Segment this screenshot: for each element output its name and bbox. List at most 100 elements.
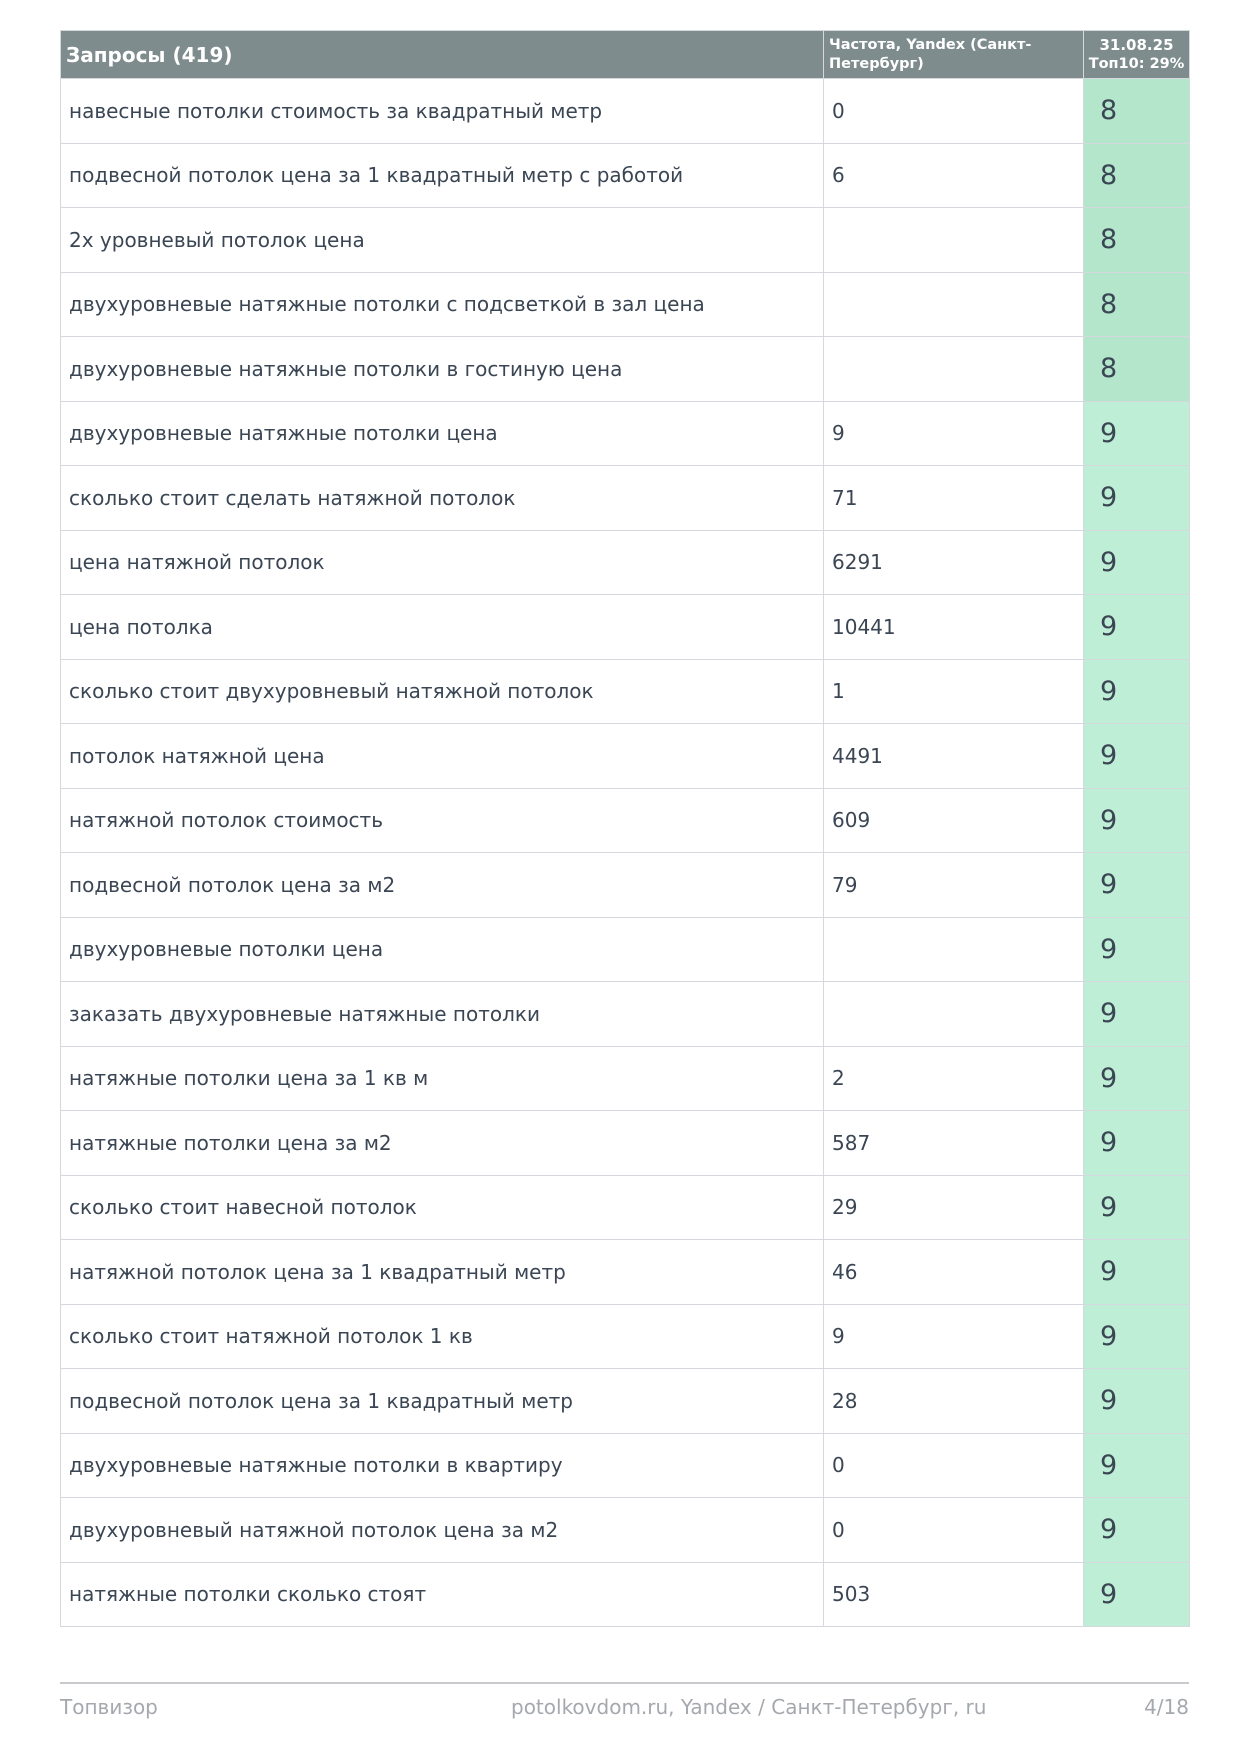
- position-cell: 8: [1083, 78, 1190, 144]
- table-row: натяжной потолок цена за 1 квадратный ме…: [60, 1239, 1190, 1305]
- position-cell: 9: [1083, 594, 1190, 660]
- query-cell: двухуровневые натяжные потолки цена: [60, 400, 824, 466]
- table-row: двухуровневые натяжные потолки с подсвет…: [60, 271, 1190, 337]
- table-row: подвесной потолок цена за 1 квадратный м…: [60, 1368, 1190, 1434]
- position-cell: 9: [1083, 1368, 1190, 1434]
- frequency-cell: 46: [823, 1239, 1084, 1305]
- query-cell: сколько стоит двухуровневый натяжной пот…: [60, 658, 824, 724]
- query-cell: цена потолка: [60, 594, 824, 660]
- position-cell: 9: [1083, 1303, 1190, 1369]
- query-cell: двухуровневые натяжные потолки в гостину…: [60, 336, 824, 402]
- table-row: двухуровневые натяжные потолки цена 9 9: [60, 400, 1190, 466]
- query-cell: двухуровневый натяжной потолок цена за м…: [60, 1497, 824, 1563]
- position-cell: 9: [1083, 529, 1190, 595]
- queries-column-header: Запросы (419): [60, 30, 824, 79]
- frequency-cell: 2: [823, 1045, 1084, 1111]
- query-cell: навесные потолки стоимость за квадратный…: [60, 78, 824, 144]
- table-row: двухуровневые натяжные потолки в квартир…: [60, 1432, 1190, 1498]
- table-row: сколько стоит двухуровневый натяжной пот…: [60, 658, 1190, 724]
- frequency-cell: 609: [823, 787, 1084, 853]
- position-cell: 9: [1083, 852, 1190, 918]
- frequency-cell: 587: [823, 1110, 1084, 1176]
- table-row: навесные потолки стоимость за квадратный…: [60, 78, 1190, 144]
- frequency-column-header: Частота, Yandex (Санкт-Петербург): [823, 30, 1084, 79]
- position-cell: 9: [1083, 916, 1190, 982]
- frequency-cell: 71: [823, 465, 1084, 531]
- position-cell: 9: [1083, 658, 1190, 724]
- query-cell: двухуровневые натяжные потолки с подсвет…: [60, 271, 824, 337]
- footer-project: potolkovdom.ru, Yandex / Санкт-Петербург…: [511, 1695, 987, 1719]
- query-cell: натяжные потолки цена за 1 кв м: [60, 1045, 824, 1111]
- position-cell: 8: [1083, 142, 1190, 208]
- table-row: заказать двухуровневые натяжные потолки 9: [60, 981, 1190, 1047]
- frequency-cell: 0: [823, 1432, 1084, 1498]
- frequency-cell: 0: [823, 78, 1084, 144]
- date-label: 31.08.25: [1099, 35, 1174, 54]
- table-row: сколько стоит навесной потолок 29 9: [60, 1174, 1190, 1240]
- query-cell: двухуровневые натяжные потолки в квартир…: [60, 1432, 824, 1498]
- frequency-cell: 28: [823, 1368, 1084, 1434]
- frequency-cell: 6: [823, 142, 1084, 208]
- top10-label: Топ10: 29%: [1088, 55, 1185, 72]
- query-cell: сколько стоит натяжной потолок 1 кв: [60, 1303, 824, 1369]
- position-cell: 9: [1083, 1561, 1190, 1627]
- table-row: натяжной потолок стоимость 609 9: [60, 787, 1190, 853]
- table-row: цена натяжной потолок 6291 9: [60, 529, 1190, 595]
- date-column-header: 31.08.25 Топ10: 29%: [1083, 30, 1190, 79]
- table-row: подвесной потолок цена за 1 квадратный м…: [60, 142, 1190, 208]
- position-cell: 9: [1083, 1497, 1190, 1563]
- position-cell: 8: [1083, 336, 1190, 402]
- query-cell: заказать двухуровневые натяжные потолки: [60, 981, 824, 1047]
- position-cell: 9: [1083, 723, 1190, 789]
- table-row: натяжные потолки сколько стоят 503 9: [60, 1561, 1190, 1627]
- query-cell: подвесной потолок цена за 1 квадратный м…: [60, 1368, 824, 1434]
- query-cell: двухуровневые потолки цена: [60, 916, 824, 982]
- frequency-cell: 29: [823, 1174, 1084, 1240]
- position-cell: 9: [1083, 981, 1190, 1047]
- frequency-cell: 0: [823, 1497, 1084, 1563]
- position-cell: 8: [1083, 271, 1190, 337]
- table-row: сколько стоит натяжной потолок 1 кв 9 9: [60, 1303, 1190, 1369]
- position-cell: 9: [1083, 787, 1190, 853]
- table-row: двухуровневые потолки цена 9: [60, 916, 1190, 982]
- footer-page-number: 4/18: [1144, 1695, 1189, 1719]
- position-cell: 9: [1083, 400, 1190, 466]
- frequency-cell: [823, 207, 1084, 273]
- page-footer: Топвизор potolkovdom.ru, Yandex / Санкт-…: [60, 1682, 1189, 1719]
- table-row: двухуровневый натяжной потолок цена за м…: [60, 1497, 1190, 1563]
- table-row: цена потолка 10441 9: [60, 594, 1190, 660]
- query-cell: натяжной потолок цена за 1 квадратный ме…: [60, 1239, 824, 1305]
- frequency-cell: [823, 271, 1084, 337]
- table-row: двухуровневые натяжные потолки в гостину…: [60, 336, 1190, 402]
- query-cell: цена натяжной потолок: [60, 529, 824, 595]
- position-cell: 9: [1083, 1045, 1190, 1111]
- table-row: потолок натяжной цена 4491 9: [60, 723, 1190, 789]
- query-cell: натяжные потолки сколько стоят: [60, 1561, 824, 1627]
- table-row: сколько стоит сделать натяжной потолок 71…: [60, 465, 1190, 531]
- query-cell: потолок натяжной цена: [60, 723, 824, 789]
- query-cell: сколько стоит сделать натяжной потолок: [60, 465, 824, 531]
- position-cell: 9: [1083, 465, 1190, 531]
- position-cell: 9: [1083, 1174, 1190, 1240]
- table-body: навесные потолки стоимость за квадратный…: [60, 78, 1190, 1627]
- query-cell: натяжной потолок стоимость: [60, 787, 824, 853]
- frequency-cell: 4491: [823, 723, 1084, 789]
- frequency-cell: 79: [823, 852, 1084, 918]
- position-cell: 9: [1083, 1432, 1190, 1498]
- frequency-cell: 6291: [823, 529, 1084, 595]
- frequency-cell: 9: [823, 400, 1084, 466]
- frequency-cell: 9: [823, 1303, 1084, 1369]
- positions-table: Запросы (419) Частота, Yandex (Санкт-Пет…: [60, 30, 1190, 1627]
- frequency-cell: [823, 981, 1084, 1047]
- frequency-cell: 503: [823, 1561, 1084, 1627]
- position-cell: 8: [1083, 207, 1190, 273]
- query-cell: подвесной потолок цена за 1 квадратный м…: [60, 142, 824, 208]
- query-cell: подвесной потолок цена за м2: [60, 852, 824, 918]
- table-row: 2х уровневый потолок цена 8: [60, 207, 1190, 273]
- frequency-cell: 10441: [823, 594, 1084, 660]
- position-cell: 9: [1083, 1110, 1190, 1176]
- frequency-cell: 1: [823, 658, 1084, 724]
- table-header-row: Запросы (419) Частота, Yandex (Санкт-Пет…: [60, 30, 1190, 79]
- query-cell: сколько стоит навесной потолок: [60, 1174, 824, 1240]
- footer-brand: Топвизор: [60, 1695, 158, 1719]
